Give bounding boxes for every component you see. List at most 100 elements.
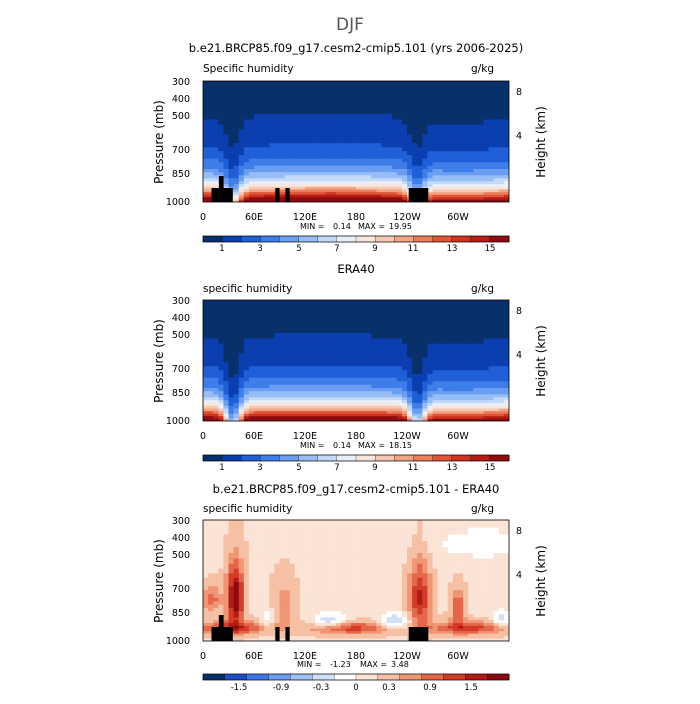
heatmap-cell — [443, 564, 449, 570]
heatmap-cell — [417, 327, 423, 333]
heatmap-cell — [254, 353, 260, 358]
heatmap-cell — [254, 119, 260, 125]
heatmap-cell — [269, 547, 275, 553]
heatmap-cell — [285, 308, 291, 316]
heatmap-cell — [336, 553, 342, 559]
heatmap-cell — [351, 590, 357, 594]
heatmap-cell — [458, 353, 464, 358]
heatmap-cell — [234, 366, 240, 371]
heatmap-cell — [412, 358, 418, 363]
heatmap-cell — [239, 598, 245, 602]
heatmap-cell — [254, 378, 260, 382]
heatmap-cell — [315, 362, 321, 367]
heatmap-cell — [438, 108, 444, 114]
heatmap-cell — [402, 582, 408, 587]
heatmap-cell — [259, 102, 265, 109]
heatmap-cell — [346, 582, 352, 587]
heatmap-cell — [468, 344, 474, 350]
heatmap-cell — [351, 327, 357, 333]
heatmap-cell — [244, 598, 250, 602]
heatmap-cell — [473, 381, 479, 385]
heatmap-cell — [264, 143, 270, 148]
heatmap-cell — [341, 344, 347, 350]
heatmap-cell — [494, 528, 500, 536]
heatmap-cell — [310, 569, 316, 574]
heatmap-cell — [300, 308, 306, 316]
heatmap-cell — [254, 370, 260, 374]
heatmap-cell — [473, 564, 479, 570]
heatmap-cell — [305, 139, 311, 144]
heatmap-cell — [346, 358, 352, 363]
colorbar-swatches — [203, 236, 509, 242]
heatmap-cell — [417, 374, 423, 378]
heatmap-cell — [336, 366, 342, 371]
heatmap-cell — [392, 155, 398, 159]
heatmap-cell — [351, 119, 357, 125]
heatmap-cell — [300, 102, 306, 109]
heatmap-cell — [290, 541, 296, 548]
heatmap-cell — [239, 601, 245, 605]
heatmap-cell — [356, 119, 362, 125]
heatmap-cell — [453, 151, 459, 155]
heatmap-cell — [356, 333, 362, 339]
heatmap-cell — [463, 598, 469, 602]
heatmap-cell — [320, 125, 326, 131]
heatmap-cell — [433, 370, 439, 374]
heatmap-cell — [458, 344, 464, 350]
heatmap-cell — [325, 321, 331, 328]
heatmap-cell — [305, 358, 311, 363]
heatmap-cell — [473, 333, 479, 339]
heatmap-cell — [223, 594, 229, 598]
heatmap-cell — [259, 590, 265, 594]
heatmap-cell — [341, 327, 347, 333]
heatmap-cell — [295, 370, 301, 374]
heatmap-cell — [229, 378, 235, 382]
heatmap-cell — [295, 553, 301, 559]
heatmap-cell — [402, 362, 408, 367]
heatmap-cell — [305, 333, 311, 339]
heatmap-cell — [203, 321, 209, 328]
heatmap-cell — [376, 358, 382, 363]
heatmap-cell — [285, 315, 291, 322]
heatmap-cell — [341, 353, 347, 358]
heatmap-cell — [203, 370, 209, 374]
heatmap-cell — [361, 349, 367, 354]
heatmap-cell — [356, 520, 362, 528]
heatmap-cell — [305, 362, 311, 367]
heatmap-cell — [259, 159, 265, 163]
heatmap-cell — [310, 547, 316, 553]
heatmap-cell — [218, 353, 224, 358]
heatmap-cell — [229, 541, 235, 548]
heatmap-cell — [213, 535, 219, 542]
heatmap-cell — [341, 381, 347, 385]
heatmap-cell — [331, 358, 337, 363]
heatmap-cell — [310, 594, 316, 598]
heatmap-cell — [489, 108, 495, 114]
heatmap-cell — [290, 378, 296, 382]
heatmap-cell — [443, 582, 449, 587]
heatmap-cell — [392, 564, 398, 570]
heatmap-cell — [494, 119, 500, 125]
heatmap-cell — [489, 139, 495, 144]
heatmap-cell — [407, 378, 413, 382]
heatmap-cell — [346, 114, 352, 120]
heatmap-cell — [489, 155, 495, 159]
heatmap-cell — [468, 374, 474, 378]
heatmap-cell — [473, 366, 479, 371]
heatmap-cell — [346, 89, 352, 97]
heatmap-cell — [249, 344, 255, 350]
heatmap-cell — [331, 321, 337, 328]
heatmap-cell — [499, 528, 505, 536]
heatmap-cell — [397, 308, 403, 316]
heatmap-cell — [427, 108, 433, 114]
heatmap-cell — [484, 586, 490, 591]
heatmap-cell — [280, 573, 286, 578]
heatmap-cell — [346, 344, 352, 350]
heatmap-cell — [417, 155, 423, 159]
heatmap-cell — [494, 590, 500, 594]
heatmap-cell — [489, 582, 495, 587]
heatmap-cell — [315, 327, 321, 333]
heatmap-cell — [208, 378, 214, 382]
heatmap-cell — [305, 558, 311, 564]
heatmap-cell — [341, 321, 347, 328]
